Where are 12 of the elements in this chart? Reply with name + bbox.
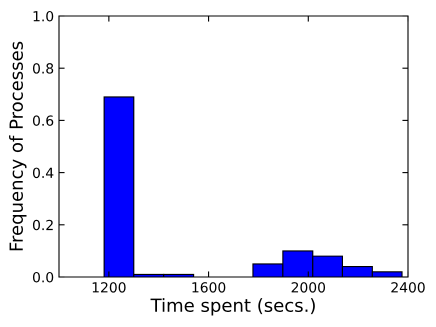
y-tick-label: 0.6 — [32, 115, 54, 126]
x-tick-label: 2000 — [292, 282, 326, 293]
x-axis-title: Time spent (secs.) — [150, 298, 315, 316]
y-tick-label: 0.8 — [32, 63, 54, 74]
x-tick-label: 1200 — [92, 282, 126, 293]
x-tick-label: 2400 — [391, 282, 425, 293]
y-tick-label: 0.4 — [32, 168, 54, 178]
y-tick-label: 1.0 — [34, 10, 54, 22]
x-tick-label: 1600 — [192, 282, 226, 293]
y-tick-label: 0.2 — [32, 220, 53, 230]
y-tick-label: 0.0 — [32, 272, 54, 282]
y-axis-title: Frequency of Processes — [9, 42, 26, 250]
